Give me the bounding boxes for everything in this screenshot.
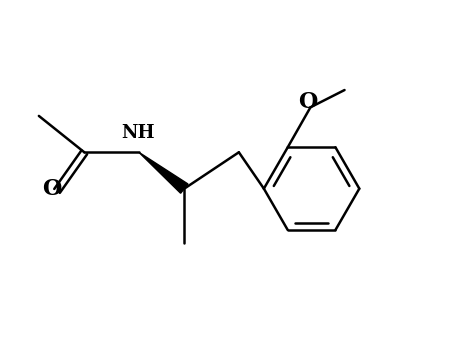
Text: O: O [42,178,61,200]
Text: O: O [298,91,318,113]
Text: NH: NH [121,124,155,142]
Polygon shape [139,152,188,193]
